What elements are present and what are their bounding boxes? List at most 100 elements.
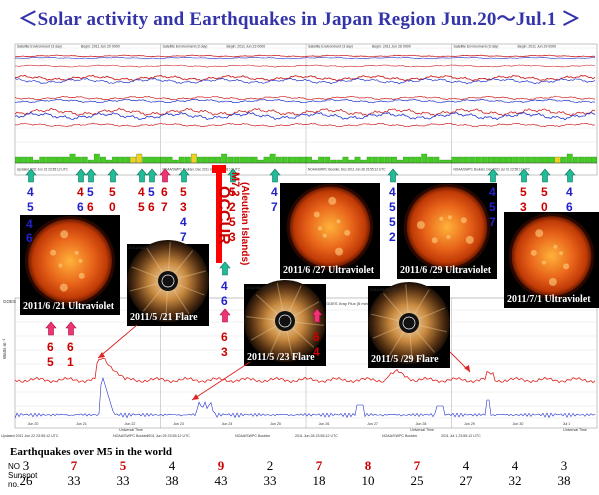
marker-value: 6 bbox=[148, 200, 155, 214]
active-region bbox=[78, 259, 83, 263]
kp-bar bbox=[354, 156, 361, 164]
sunspot-number-cell: 38 bbox=[557, 473, 571, 488]
marker-value: 5 bbox=[520, 185, 527, 199]
kp-bar bbox=[445, 159, 452, 164]
marker-value: 6 bbox=[77, 200, 84, 214]
occulter-disk bbox=[399, 313, 419, 333]
kp-bar bbox=[27, 156, 34, 164]
sun-outline bbox=[402, 316, 416, 330]
day-tick-label: Jun 28 bbox=[416, 422, 427, 426]
earthquake-count-cell: 5 bbox=[119, 458, 127, 473]
green-marker-arrow bbox=[487, 168, 499, 183]
magnetometer-line bbox=[14, 98, 596, 104]
marker-value: 5 bbox=[148, 185, 155, 199]
xray-footer-text: NOAA/SWPC Boulder bbox=[382, 434, 418, 438]
field-line bbox=[14, 107, 596, 117]
active-region bbox=[563, 263, 570, 270]
active-region bbox=[548, 277, 557, 286]
image-caption: 2011/5 /29 Flare bbox=[371, 354, 439, 365]
kp-bar bbox=[415, 156, 422, 164]
kp-bar bbox=[39, 156, 46, 164]
kp-bar bbox=[112, 156, 118, 164]
kp-bar bbox=[239, 156, 246, 164]
hp-line bbox=[14, 74, 596, 82]
green-marker-arrow bbox=[85, 168, 97, 183]
active-region bbox=[78, 272, 85, 279]
kp-bar bbox=[542, 156, 549, 164]
xray-footer-text: NOAA/SWPC Boulder bbox=[235, 434, 271, 438]
active-region bbox=[74, 250, 79, 255]
kp-bar bbox=[106, 159, 112, 164]
kp-bar bbox=[409, 156, 415, 164]
green-marker-arrow bbox=[75, 168, 87, 183]
kp-bar bbox=[475, 156, 482, 164]
active-region bbox=[542, 260, 546, 265]
marker-value: 3 bbox=[221, 345, 228, 359]
marker-value: 4 bbox=[389, 185, 396, 199]
sunspot-number-cell: 33 bbox=[67, 473, 81, 488]
xray-footer-text: NOAA/SWPC Boulder bbox=[113, 434, 149, 438]
day-tick-label: Jun 30 bbox=[513, 422, 524, 426]
kp-bar bbox=[566, 153, 573, 164]
kp-bar bbox=[330, 159, 337, 164]
kp-bar bbox=[554, 156, 561, 164]
kp-bar bbox=[281, 156, 288, 164]
kp-bar bbox=[166, 156, 173, 164]
sunspot-number-cell: 38 bbox=[165, 473, 179, 488]
image-caption: 2011/6 /29 Ultraviolet bbox=[400, 265, 492, 276]
image-caption: 2011/5 /23 Flare bbox=[247, 352, 315, 363]
kp-bar bbox=[318, 156, 325, 164]
xray-long-line bbox=[14, 357, 596, 384]
marker-value: 5 bbox=[489, 200, 496, 214]
panel-header-text: Satellite Environment (3 day) bbox=[17, 45, 62, 49]
connector-arrowhead bbox=[192, 394, 199, 400]
kp-bar bbox=[451, 156, 458, 164]
xray-xlabel: Universal Time bbox=[119, 428, 143, 432]
xray-footer-text: Updated 2011 Jun 22 23:55:12 UTC bbox=[1, 434, 59, 438]
marker-value: 7 bbox=[489, 215, 496, 229]
earthquake-count-cell: 7 bbox=[70, 458, 78, 473]
earthquake-count-cell: 2 bbox=[266, 458, 274, 473]
marker-value: 4 bbox=[138, 185, 145, 199]
xray-header: GOES Xray Flux (5 minute data) bbox=[326, 301, 384, 306]
active-region bbox=[447, 215, 452, 220]
marker-value: 0 bbox=[109, 200, 116, 214]
day-tick-label: Jun 26 bbox=[319, 422, 330, 426]
marker-value: 6 bbox=[47, 340, 54, 354]
day-tick-label: Jun 21 bbox=[76, 422, 87, 426]
marker-value: 3 bbox=[229, 230, 236, 244]
active-region bbox=[465, 235, 474, 244]
marker-value: 7 bbox=[180, 230, 187, 244]
kp-bar bbox=[378, 156, 385, 164]
marker-value: 6 bbox=[26, 231, 33, 245]
earthquake-count-cell: 4 bbox=[462, 458, 470, 473]
hp-line bbox=[14, 77, 596, 85]
pink-marker-arrow bbox=[219, 308, 231, 323]
sun-disk bbox=[406, 186, 488, 268]
kp-footer-text: NOAA/SWPC Boulder, Dec 2011 Jul 01 23:55… bbox=[454, 168, 531, 172]
kp-bar bbox=[87, 159, 94, 164]
kp-bar bbox=[391, 156, 397, 164]
marker-value: 4 bbox=[27, 185, 34, 199]
active-region bbox=[318, 226, 322, 231]
row-label-sunspot: Sunspot bbox=[8, 471, 38, 480]
kp-bar bbox=[457, 156, 464, 164]
kp-bar bbox=[21, 156, 27, 164]
day-tick-label: Jun 24 bbox=[222, 422, 233, 426]
page-title: ＜Solar activity and Earthquakes in Japan… bbox=[18, 9, 581, 30]
kp-bar bbox=[384, 156, 391, 164]
earthquake-count-cell: 3 bbox=[560, 458, 568, 473]
green-marker-arrow bbox=[539, 168, 551, 183]
kp-bar bbox=[142, 156, 149, 164]
kp-bar bbox=[33, 159, 40, 164]
earthquake-count-cell: 4 bbox=[168, 458, 176, 473]
kp-bar bbox=[257, 159, 264, 164]
kp-bar bbox=[69, 153, 76, 164]
kp-bar bbox=[275, 156, 282, 164]
active-region bbox=[535, 229, 544, 238]
marker-value: 6 bbox=[67, 340, 74, 354]
active-region bbox=[328, 196, 337, 205]
marker-value: 5 bbox=[27, 200, 34, 214]
